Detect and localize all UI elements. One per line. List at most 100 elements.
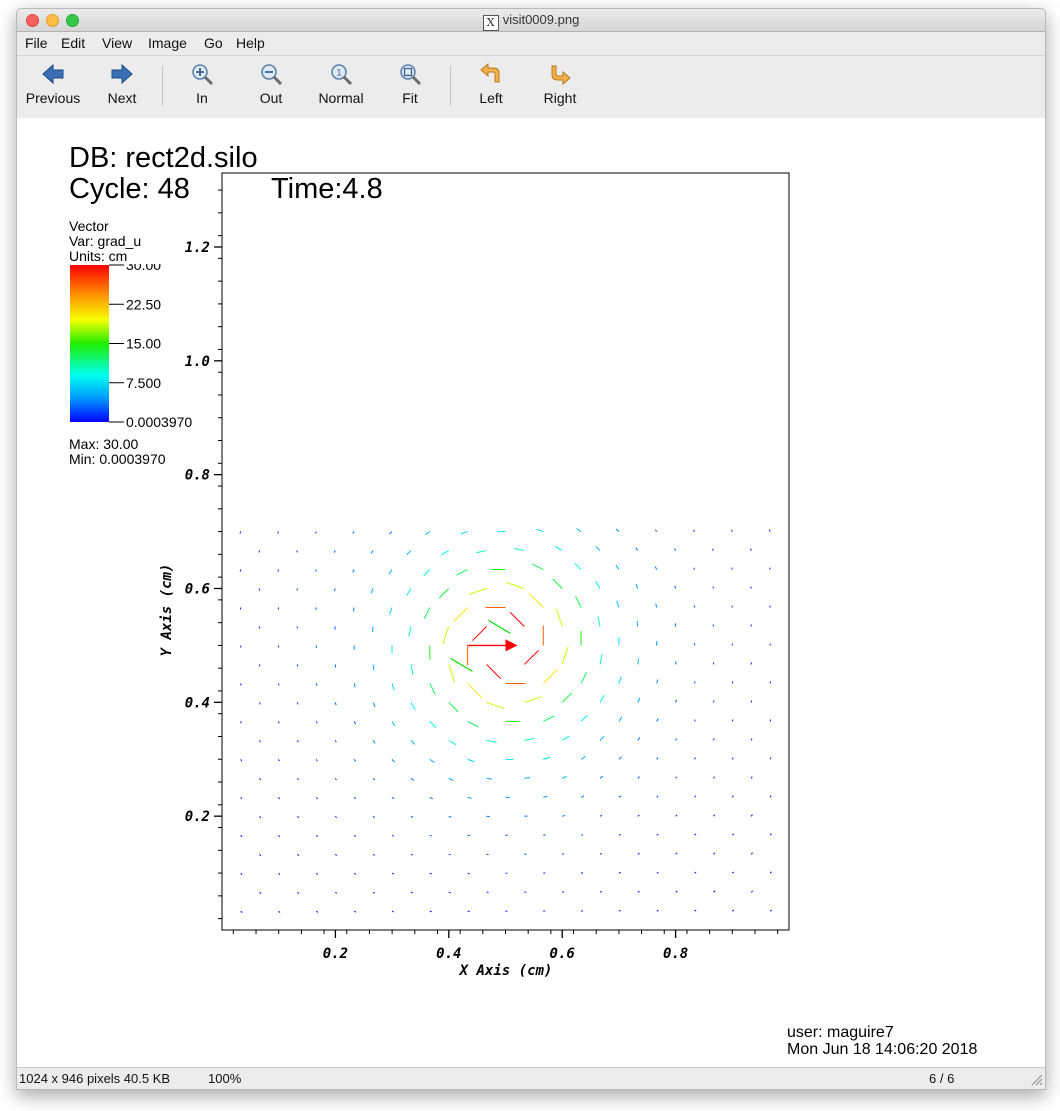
vector-glyph <box>372 815 375 818</box>
normal-size-button[interactable]: 1 Normal <box>315 60 367 116</box>
menu-file[interactable]: File <box>25 35 48 51</box>
vector-glyph <box>637 776 640 779</box>
vector-glyph <box>239 531 242 534</box>
vector-glyph <box>712 738 715 741</box>
previous-label: Previous <box>25 90 81 106</box>
vector-glyph <box>352 569 355 573</box>
vector-glyph <box>693 567 696 570</box>
vector-glyph <box>769 567 771 570</box>
vector-glyph <box>277 569 280 572</box>
vector-glyph <box>694 909 697 912</box>
vector-glyph <box>388 531 393 535</box>
vector-glyph <box>334 740 337 743</box>
vector-glyph <box>524 696 543 703</box>
menu-go[interactable]: Go <box>204 35 223 51</box>
rotate-left-icon <box>480 62 500 83</box>
vector-glyph <box>750 890 754 893</box>
menu-image[interactable]: Image <box>148 35 187 51</box>
menu-help[interactable]: Help <box>236 35 265 51</box>
vector-glyph <box>316 872 319 875</box>
vector-glyph <box>694 719 696 722</box>
vector-glyph <box>542 668 558 684</box>
fit-button[interactable]: Fit <box>392 60 428 116</box>
vector-glyph <box>352 531 355 534</box>
rotate-right-icon <box>551 65 571 86</box>
plot-frame <box>221 172 790 931</box>
vector-glyph <box>429 872 432 875</box>
vector-glyph <box>333 550 336 553</box>
vector-glyph <box>637 658 640 665</box>
vector-glyph <box>442 626 450 645</box>
zoom-in-button[interactable]: In <box>182 60 222 116</box>
y-tick-label: 0.2 <box>185 809 210 825</box>
vector-glyph <box>423 569 431 577</box>
color-legend: 30.00 22.50 15.00 7.500 0.0003970 <box>70 264 192 430</box>
vector-glyph <box>693 529 695 532</box>
menu-bar: File Edit View Image Go Help <box>17 32 1045 54</box>
vector-glyph <box>713 814 716 817</box>
vector-glyph <box>334 815 338 819</box>
menu-view[interactable]: View <box>102 35 133 51</box>
vector-glyph <box>468 588 487 595</box>
vector-glyph <box>713 852 716 855</box>
vector-glyph <box>599 852 603 855</box>
vector-glyph <box>769 833 772 836</box>
vector-glyph <box>524 737 535 741</box>
vector-glyph <box>333 588 336 592</box>
vector-glyph <box>423 607 431 619</box>
vector-glyph <box>410 664 414 675</box>
vector-glyph <box>528 593 544 608</box>
rotate-left-button[interactable]: Left <box>472 60 510 116</box>
vector-glyph <box>656 718 659 722</box>
vector-glyph <box>278 797 281 800</box>
vector-glyph <box>353 796 356 800</box>
vector-glyph <box>654 529 658 532</box>
minimize-button[interactable] <box>46 14 59 27</box>
vector-glyph <box>543 715 555 722</box>
zoom-in-label: In <box>196 90 208 106</box>
vector-glyph <box>694 833 697 836</box>
zoom-out-button[interactable]: Out <box>251 60 291 116</box>
window-title-text: visit0009.png <box>502 12 580 27</box>
status-bar: 1024 x 946 pixels 40.5 KB 100% 6 / 6 <box>17 1067 1045 1089</box>
toolbar: Previous Next In Out <box>17 55 1045 119</box>
vector-glyph <box>694 871 697 874</box>
zoom-in-icon <box>192 64 214 86</box>
vector-glyph <box>259 891 262 895</box>
zoom-window-button[interactable] <box>66 14 79 27</box>
next-button[interactable]: Next <box>97 60 147 116</box>
vector-glyph <box>562 814 565 817</box>
vector-glyph <box>615 528 620 532</box>
toolbar-separator <box>162 66 163 106</box>
vector-glyph <box>618 833 621 836</box>
vector-glyph <box>460 531 468 535</box>
vector-glyph <box>258 550 261 553</box>
vector-glyph <box>429 910 432 913</box>
vector-glyph <box>429 683 436 695</box>
vector-glyph <box>467 758 475 763</box>
menu-edit[interactable]: Edit <box>61 35 86 51</box>
vector-glyph <box>732 909 735 912</box>
page-indicator: 6 / 6 <box>929 1071 955 1086</box>
vector-glyph <box>574 562 582 570</box>
vector-glyph <box>410 891 413 894</box>
vector-glyph <box>580 910 584 912</box>
vector-glyph <box>450 657 473 672</box>
x-tick-label: 0.6 <box>550 946 575 962</box>
vector-glyph <box>731 719 734 722</box>
vector-glyph <box>731 757 734 760</box>
close-button[interactable] <box>26 14 39 27</box>
db-label: DB: rect2d.silo <box>69 142 258 174</box>
vector-glyph <box>448 739 457 746</box>
resize-grip-icon[interactable] <box>1029 1072 1043 1086</box>
previous-button[interactable]: Previous <box>23 60 83 116</box>
vector-glyph <box>315 834 319 838</box>
image-info: 1024 x 946 pixels 40.5 KB <box>19 1071 171 1086</box>
color-bar <box>70 265 109 422</box>
zoom-level: 100% <box>208 1071 242 1086</box>
y-tick-label: 0.6 <box>185 581 210 597</box>
rotate-right-button[interactable]: Right <box>538 60 582 116</box>
rotate-right-label: Right <box>543 90 577 106</box>
vector-glyph <box>278 759 280 762</box>
x-tick-label: 0.4 <box>436 946 461 962</box>
